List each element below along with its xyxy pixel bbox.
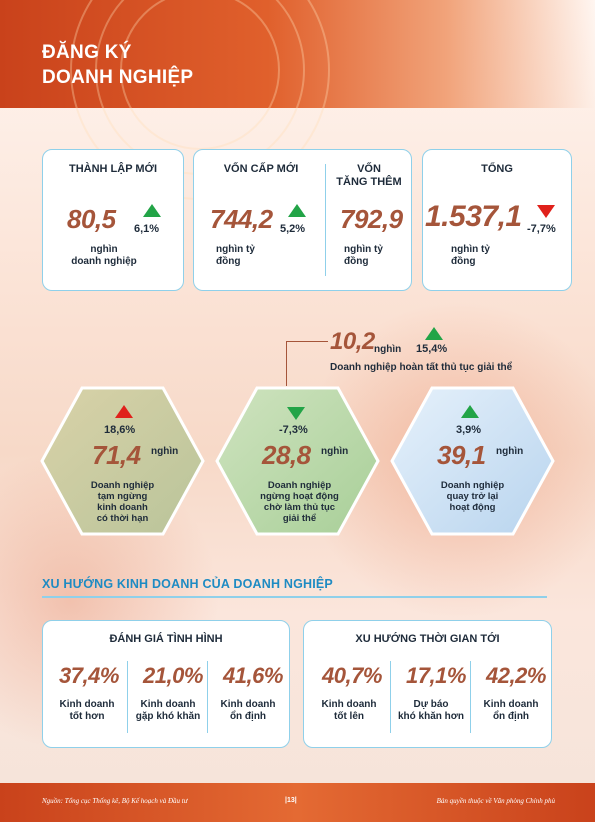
added-capital-unit: nghìn tỷ đồng — [344, 244, 383, 267]
outlook-value-1: 40,7% — [322, 663, 382, 688]
section-divider — [42, 596, 547, 598]
assessment-caption-2: Kinh doanh gặp khó khăn — [135, 699, 201, 722]
decrease-arrow-icon — [287, 407, 305, 420]
hexagon-2-caption: Doanh nghiệp ngừng hoạt động chờ làm thủ… — [260, 480, 339, 524]
page-number: |13| — [285, 797, 297, 804]
outlook-card: XU HƯỚNG THỜI GIAN TỚI 40,7% Kinh doanh t… — [303, 620, 552, 748]
new-capital-change: 5,2% — [280, 223, 306, 235]
hexagon-3-caption: Doanh nghiệp quay trở lại hoạt động — [440, 480, 505, 513]
assessment-title: ĐÁNH GIÁ TÌNH HÌNH — [109, 633, 223, 645]
total-label: TỔNG — [481, 163, 513, 175]
increase-arrow-icon — [425, 327, 443, 340]
hexagon-3-value: 39,1 — [437, 440, 486, 470]
capital-card: VỐN CẤP MỚI 744,2 5,2% nghìn tỷ đồng VỐN… — [193, 149, 412, 291]
outlook-title: XU HƯỚNG THỜI GIAN TỚI — [355, 633, 500, 645]
increase-arrow-icon — [143, 204, 161, 217]
total-change: -7,7% — [527, 223, 556, 235]
hexagon-2-change: -7,3% — [279, 424, 308, 436]
increase-arrow-icon — [115, 405, 133, 418]
hexagon-2-value: 28,8 — [262, 440, 311, 470]
hexagon-1-change: 18,6% — [104, 424, 136, 436]
hexagon-resumed — [390, 386, 555, 536]
total-card: TỔNG 1.537,1 -7,7% nghìn tỷ đồng — [422, 149, 572, 291]
assessment-divider — [127, 661, 128, 733]
assessment-value-3: 41,6% — [223, 663, 283, 688]
increase-arrow-icon — [288, 204, 306, 217]
established-label: THÀNH LẬP MỚI — [68, 163, 157, 175]
established-card: THÀNH LẬP MỚI 80,5 6,1% nghìn doanh nghi… — [42, 149, 184, 291]
dissolution-caption: Doanh nghiệp hoàn tất thủ tục giải thể — [330, 362, 513, 373]
hexagon-suspended — [40, 386, 205, 536]
title-line-2: DOANH NGHIỆP — [42, 67, 194, 88]
assessment-card: ĐÁNH GIÁ TÌNH HÌNH 37,4% Kinh doanh tốt h… — [42, 620, 290, 748]
new-capital-unit: nghìn tỷ đồng — [216, 244, 255, 267]
dissolution-unit: nghìn — [374, 344, 402, 355]
page-title: ĐĂNG KÝ DOANH NGHIỆP — [42, 40, 193, 90]
assessment-caption-3: Kinh doanh ổn định — [220, 699, 276, 722]
total-unit: nghìn tỷ đồng — [451, 244, 490, 267]
outlook-caption-2: Dự báo khó khăn hơn — [397, 699, 464, 722]
capital-divider — [325, 164, 326, 276]
source-note: Nguồn: Tổng cục Thống kê, Bộ Kế hoạch và… — [42, 797, 188, 805]
added-capital-label: VỐN TĂNG THÊM — [336, 163, 402, 188]
decrease-arrow-icon — [537, 205, 555, 218]
copyright-note: Bản quyền thuộc về Văn phòng Chính phủ — [436, 797, 555, 805]
outlook-divider — [390, 661, 391, 733]
new-capital-label: VỐN CẤP MỚI — [223, 163, 299, 175]
outlook-caption-3: Kinh doanh ổn định — [483, 699, 539, 722]
title-line-1: ĐĂNG KÝ — [42, 42, 132, 63]
hexagon-2-unit: nghìn — [321, 446, 349, 457]
outlook-caption-1: Kinh doanh tốt lên — [321, 699, 377, 722]
outlook-value-3: 42,2% — [486, 663, 546, 688]
established-value: 80,5 — [67, 204, 116, 234]
assessment-value-1: 37,4% — [59, 663, 119, 688]
hexagon-1-caption: Doanh nghiệp tạm ngừng kinh doanh có thờ… — [90, 480, 155, 524]
footer-band — [0, 783, 595, 822]
outlook-value-2: 17,1% — [406, 663, 466, 688]
connector-line — [286, 341, 328, 386]
hexagon-3-change: 3,9% — [456, 424, 482, 436]
established-unit: nghìn doanh nghiệp — [71, 244, 137, 267]
established-change: 6,1% — [134, 223, 160, 235]
assessment-divider — [207, 661, 208, 733]
assessment-value-2: 21,0% — [143, 663, 203, 688]
dissolution-value: 10,2 — [330, 328, 375, 355]
hexagon-3-unit: nghìn — [496, 446, 524, 457]
total-value: 1.537,1 — [425, 200, 522, 233]
hexagon-1-value: 71,4 — [92, 440, 141, 470]
header-band — [0, 0, 595, 200]
increase-arrow-icon — [461, 405, 479, 418]
added-capital-value: 792,9 — [340, 204, 403, 234]
hexagon-ceased — [215, 386, 380, 536]
assessment-caption-1: Kinh doanh tốt hơn — [59, 699, 115, 722]
dissolution-change: 15,4% — [416, 343, 448, 355]
outlook-divider — [470, 661, 471, 733]
hexagon-1-unit: nghìn — [151, 446, 179, 457]
new-capital-value: 744,2 — [210, 204, 273, 234]
trend-section-title: XU HƯỚNG KINH DOANH CỦA DOANH NGHIỆP — [42, 577, 333, 591]
